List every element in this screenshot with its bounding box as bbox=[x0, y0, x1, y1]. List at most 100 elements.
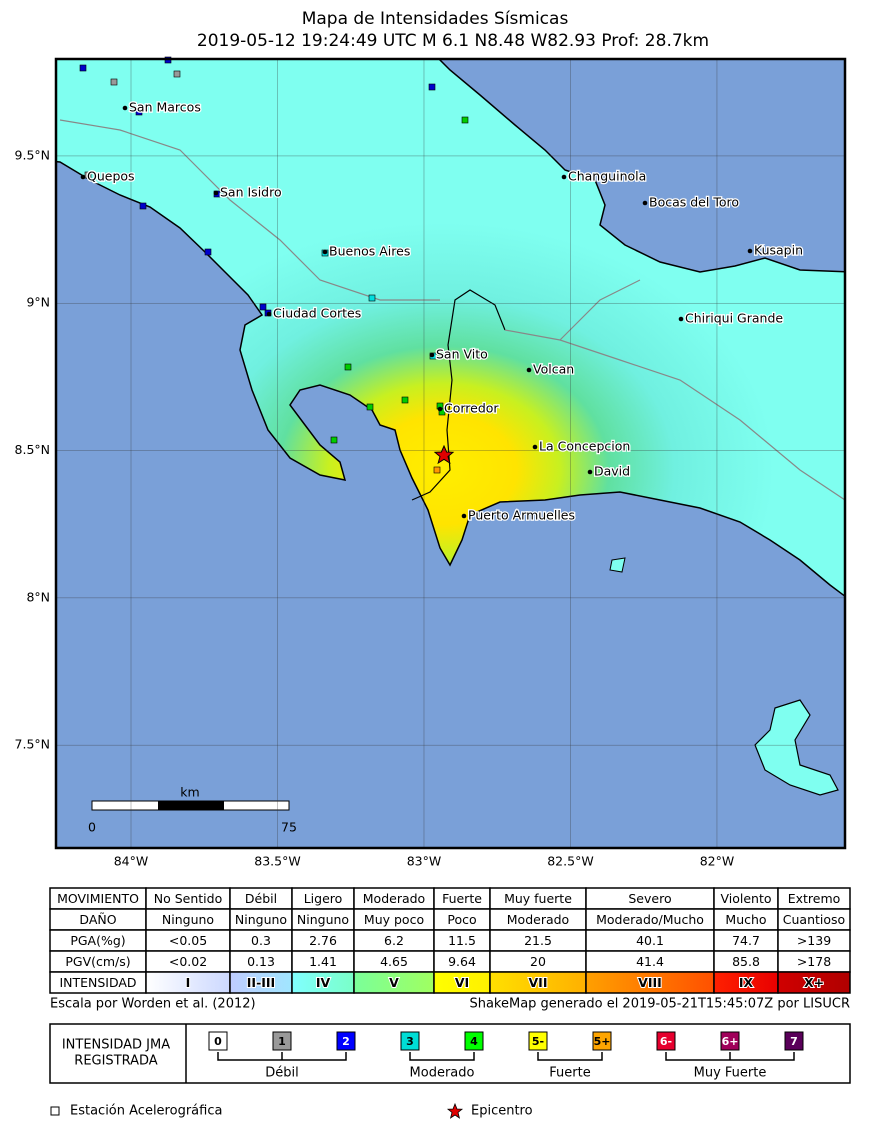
credit-left: Escala por Worden et al. (2012) bbox=[50, 997, 256, 1012]
x-tick-label: 83.5°W bbox=[254, 854, 300, 869]
city-dot bbox=[642, 200, 648, 206]
jma-swatch bbox=[784, 1031, 804, 1051]
station bbox=[173, 70, 181, 78]
jma-level: 0 bbox=[214, 1035, 222, 1048]
city-dot bbox=[429, 352, 435, 358]
table-text: <0.02 bbox=[169, 954, 207, 969]
y-tick-label: 9°N bbox=[26, 295, 50, 310]
city-dot bbox=[122, 105, 128, 111]
table-text: 20 bbox=[530, 954, 546, 969]
station bbox=[110, 78, 118, 86]
table-text: Ninguno bbox=[162, 912, 214, 927]
table-text: Moderado/Mucho bbox=[596, 912, 704, 927]
city-label: San Marcos bbox=[129, 100, 201, 115]
table-text: INTENSIDAD bbox=[59, 975, 136, 990]
station bbox=[139, 202, 147, 210]
table-text: Ninguno bbox=[297, 912, 349, 927]
station bbox=[84, 171, 92, 179]
jma-title: INTENSIDAD JMA bbox=[62, 1038, 170, 1053]
station bbox=[401, 396, 409, 404]
table-text: Cuantioso bbox=[783, 912, 845, 927]
station bbox=[461, 116, 469, 124]
epicenter-icon bbox=[446, 1102, 464, 1119]
jma-swatch bbox=[400, 1031, 420, 1051]
table-text: Muy fuerte bbox=[504, 891, 572, 906]
jma-frame bbox=[49, 1023, 851, 1084]
subtitle: 2019-05-12 19:24:49 UTC M 6.1 N8.48 W82.… bbox=[197, 31, 709, 51]
intensity-label: X+ bbox=[804, 975, 824, 990]
jma-level: 5- bbox=[532, 1035, 544, 1048]
table-text: Muy poco bbox=[364, 912, 424, 927]
city-label: Corredor bbox=[444, 401, 499, 416]
intensity-label: I bbox=[186, 975, 191, 990]
jma-swatch bbox=[720, 1031, 740, 1051]
city-dot bbox=[561, 174, 567, 180]
intensity-label: V bbox=[389, 975, 399, 990]
table-text: 11.5 bbox=[448, 933, 476, 948]
city-dot bbox=[532, 444, 538, 450]
city-label: Buenos Aires bbox=[329, 244, 410, 259]
jma-group: Muy Fuerte bbox=[694, 1066, 767, 1081]
scale-bar: km 0 75 bbox=[88, 785, 297, 835]
scale-start: 0 bbox=[88, 820, 96, 835]
table-text: Mucho bbox=[725, 912, 766, 927]
intensity-label: VII bbox=[529, 975, 548, 990]
table-text: 40.1 bbox=[636, 933, 664, 948]
jma-level: 3 bbox=[406, 1035, 414, 1048]
city-label: Puerto Armuelles bbox=[468, 508, 575, 523]
table-text: MOVIMIENTO bbox=[57, 891, 139, 906]
table-text: 0.3 bbox=[251, 933, 271, 948]
table-text: <0.05 bbox=[169, 933, 207, 948]
y-tick-label: 8°N bbox=[26, 589, 50, 604]
city-label: David bbox=[594, 464, 630, 479]
station bbox=[135, 108, 143, 116]
table-text: PGV(cm/s) bbox=[65, 954, 130, 969]
station bbox=[366, 403, 374, 411]
y-tick-label: 8.5°N bbox=[15, 442, 50, 457]
jma-bracket bbox=[537, 1052, 603, 1061]
jma-group: Débil bbox=[265, 1066, 298, 1081]
scale-end: 75 bbox=[281, 820, 297, 835]
y-tick-label: 9.5°N bbox=[15, 147, 50, 162]
island bbox=[609, 557, 626, 573]
table-text: 41.4 bbox=[636, 954, 664, 969]
city-label: Volcan bbox=[533, 362, 574, 377]
jma-level: 1 bbox=[278, 1035, 286, 1048]
table-text: DAÑO bbox=[79, 912, 116, 927]
jma-level: 4 bbox=[470, 1035, 478, 1048]
city-dot bbox=[587, 469, 593, 475]
jma-swatch bbox=[272, 1031, 292, 1051]
table-text: Moderado bbox=[363, 891, 425, 906]
city-dot bbox=[747, 248, 753, 254]
table-text: >139 bbox=[797, 933, 831, 948]
x-tick-label: 83°W bbox=[407, 854, 442, 869]
station bbox=[259, 303, 267, 311]
table-text: 74.7 bbox=[732, 933, 760, 948]
table-text: 21.5 bbox=[524, 933, 552, 948]
table-text: 1.41 bbox=[309, 954, 337, 969]
station-icon bbox=[50, 1106, 60, 1116]
city-dot bbox=[437, 406, 443, 412]
jma-bracket bbox=[409, 1052, 475, 1061]
x-tick-label: 82°W bbox=[700, 854, 735, 869]
station bbox=[204, 248, 212, 256]
table-cell bbox=[777, 971, 851, 994]
intensity-label: IV bbox=[316, 975, 331, 990]
table-text: Fuerte bbox=[442, 891, 482, 906]
jma-swatch bbox=[208, 1031, 228, 1051]
table-text: Ligero bbox=[304, 891, 343, 906]
jma-level: 5+ bbox=[594, 1035, 611, 1048]
city-dot bbox=[678, 316, 684, 322]
table-text: 4.65 bbox=[380, 954, 408, 969]
city-label: La Concepcion bbox=[539, 439, 630, 454]
city-label: San Isidro bbox=[220, 185, 282, 200]
x-tick-label: 82.5°W bbox=[547, 854, 593, 869]
legend-epicenter: Epicentro bbox=[471, 1104, 533, 1119]
table-text: >178 bbox=[797, 954, 831, 969]
jma-swatch bbox=[656, 1031, 676, 1051]
station bbox=[368, 294, 376, 302]
city-dot bbox=[322, 249, 328, 255]
city-dot bbox=[526, 367, 532, 373]
station bbox=[344, 363, 352, 371]
